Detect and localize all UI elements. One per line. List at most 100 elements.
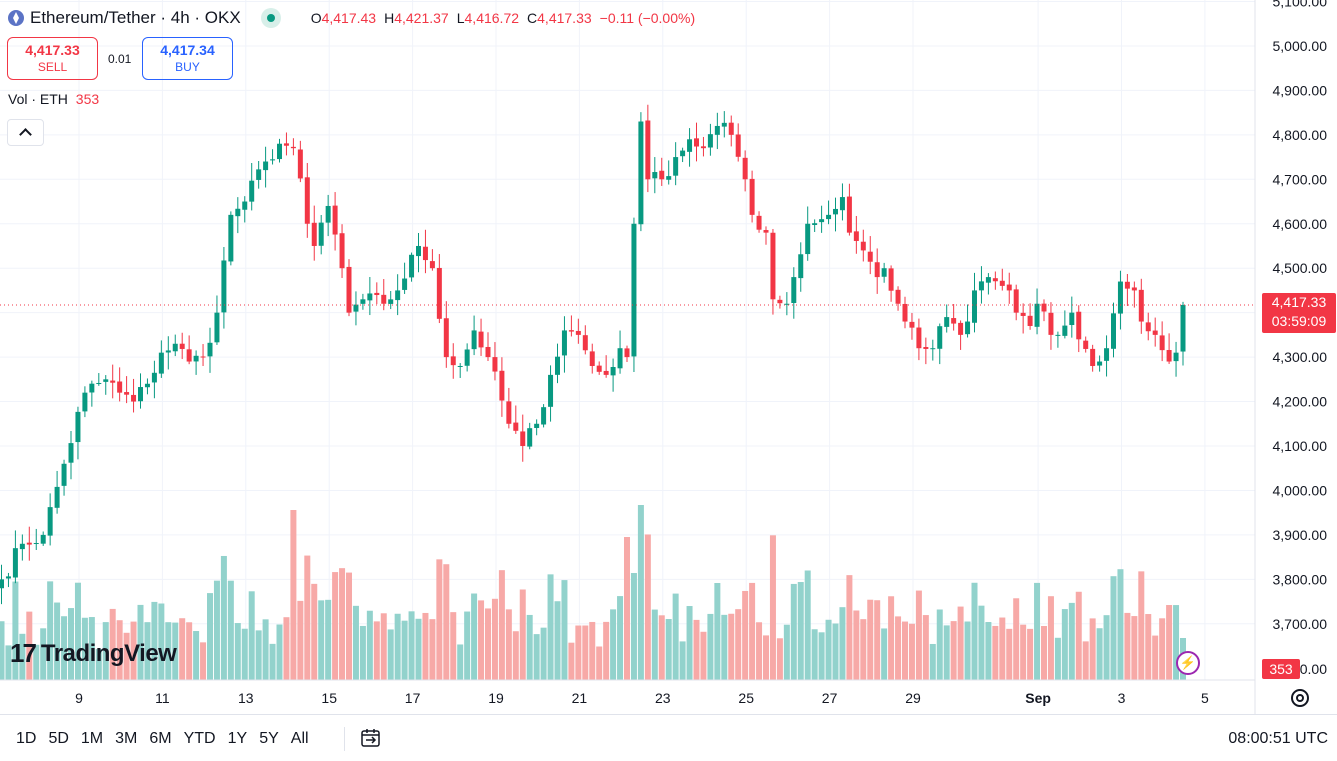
candle-body	[75, 411, 81, 443]
candle-body	[1013, 289, 1019, 313]
price-tick-label: 4,500.00	[1273, 260, 1328, 276]
volume-bar	[255, 630, 262, 680]
volume-bar	[561, 580, 568, 680]
time-tick-label: 5	[1201, 690, 1209, 706]
volume-bar	[144, 622, 151, 680]
candle-body	[985, 277, 991, 283]
sell-button[interactable]: 4,417.33 SELL	[7, 37, 98, 80]
range-1d[interactable]: 1D	[16, 730, 37, 747]
volume-bar	[763, 635, 769, 680]
candle-body	[263, 161, 269, 171]
candle-body	[332, 205, 338, 235]
ethereum-icon	[8, 10, 24, 26]
candle-body	[777, 299, 783, 304]
candle-body	[999, 280, 1005, 286]
buy-button[interactable]: 4,417.34 BUY	[142, 37, 233, 80]
candle-body	[568, 330, 574, 332]
volume-bar	[325, 599, 332, 680]
candle-body	[582, 335, 588, 351]
candle-body	[40, 534, 46, 544]
volume-bar	[464, 611, 471, 680]
spread-value: 0.01	[108, 52, 132, 66]
calendar-range-icon[interactable]	[360, 727, 382, 749]
candle-body	[812, 223, 818, 225]
candle-body	[555, 356, 560, 375]
candle-body	[235, 208, 241, 217]
candle-body	[311, 222, 317, 246]
change-value: −0.11 (−0.00%)	[599, 10, 696, 26]
volume-bar	[957, 606, 964, 680]
volume-legend[interactable]: Vol · ETH 353	[8, 91, 99, 107]
volume-bar	[686, 606, 693, 680]
volume-bar	[846, 575, 853, 680]
candle-body	[374, 292, 380, 296]
price-axis[interactable]: 5,100.00 5,000.00 4,900.00 4,800.00 4,700.00…	[1254, 0, 1328, 714]
candle-body	[186, 349, 192, 362]
tradingview-logo[interactable]: 17 TradingView	[10, 638, 177, 669]
volume-bar	[512, 631, 519, 680]
range-6m[interactable]: 6M	[149, 730, 172, 747]
settings-icon[interactable]	[1291, 689, 1309, 707]
time-tick-label: 21	[572, 690, 588, 706]
candle-body	[1027, 315, 1033, 326]
lightning-icon[interactable]: ⚡	[1176, 651, 1200, 675]
volume-bar	[860, 619, 867, 680]
buy-label: BUY	[175, 60, 200, 74]
range-5d[interactable]: 5D	[48, 730, 69, 747]
candle-body	[436, 267, 442, 319]
price-chart[interactable]: 5,100.00 5,000.00 4,900.00 4,800.00 4,700.00…	[0, 0, 1337, 714]
volume-bar	[0, 621, 5, 680]
candle-body	[694, 138, 699, 147]
volume-bar	[151, 601, 158, 680]
candle-body	[416, 245, 421, 257]
volume-bar	[971, 582, 978, 680]
candle-body	[367, 293, 373, 301]
range-5y[interactable]: 5Y	[259, 730, 279, 747]
volume-bar	[651, 609, 658, 680]
clock[interactable]: 08:00:51 UTC	[1228, 730, 1328, 747]
tradingview-logo-icon: 17	[10, 638, 37, 668]
volume-bar	[721, 614, 728, 680]
volume-bar	[672, 593, 679, 680]
candle-body	[492, 357, 498, 372]
range-ytd[interactable]: YTD	[183, 730, 216, 747]
candle-body	[645, 120, 651, 180]
volume-bar	[756, 622, 763, 680]
symbol-title[interactable]: Ethereum/Tether · 4h · OKX	[30, 8, 241, 27]
range-selector: 1D 5D 1M 3M 6M YTD 1Y 5Y All	[10, 730, 315, 748]
candle-body	[1041, 303, 1047, 312]
range-all[interactable]: All	[290, 730, 309, 747]
range-1y[interactable]: 1Y	[227, 730, 248, 747]
candle-body	[346, 266, 352, 313]
volume-bars	[0, 505, 1186, 680]
volume-bar	[304, 555, 311, 680]
price-tick-label: 4,700.00	[1273, 171, 1328, 187]
volume-bar	[582, 625, 589, 680]
candle-body	[1020, 312, 1026, 316]
candle-body	[429, 261, 435, 269]
volume-bar	[936, 609, 943, 680]
volume-bar	[540, 627, 547, 680]
volume-bar	[707, 613, 714, 680]
range-1m[interactable]: 1M	[80, 730, 104, 747]
candle-body	[895, 289, 901, 304]
candle-body	[867, 251, 873, 262]
candle-body	[728, 122, 734, 135]
volume-bar	[165, 622, 172, 680]
collapse-legend-button[interactable]	[7, 119, 44, 146]
volume-bar	[644, 534, 651, 680]
time-axis[interactable]: 9 11 13 15 17 19 21 23 25 27 29 Sep 3 5	[0, 679, 1255, 706]
price-tick-label: 4,100.00	[1273, 438, 1328, 454]
candle-body	[853, 231, 859, 241]
candle-body	[707, 134, 713, 148]
volume-bar	[276, 624, 283, 680]
volume-bar	[575, 625, 582, 680]
candle-body	[339, 233, 345, 269]
candle-body	[12, 548, 18, 578]
range-3m[interactable]: 3M	[115, 730, 138, 747]
volume-bar	[450, 612, 457, 680]
volume-bar	[888, 596, 895, 680]
market-status-icon[interactable]	[260, 8, 281, 28]
volume-bar	[992, 625, 999, 680]
candle-body	[1166, 350, 1172, 362]
